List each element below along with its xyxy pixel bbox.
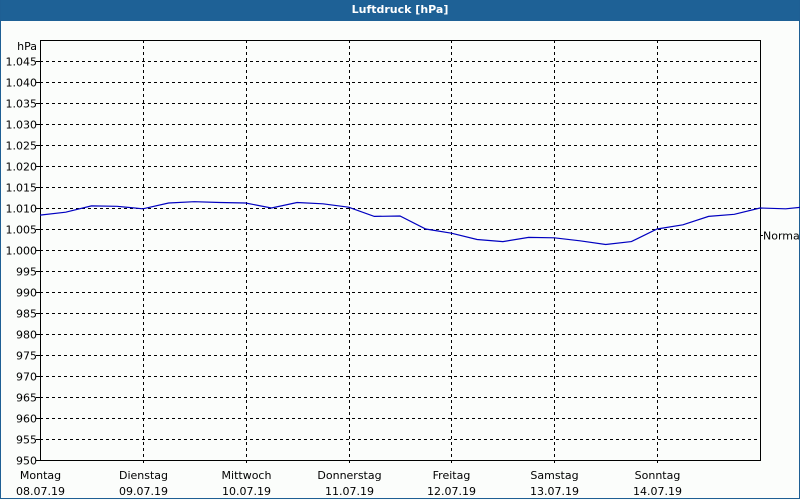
x-tick-day: Dienstag [119, 469, 168, 482]
x-tick-date: 14.07.19 [633, 485, 682, 498]
x-tick-day: Montag [20, 469, 61, 482]
y-tick-label: 1.025 [6, 140, 38, 153]
x-tick-date: 08.07.19 [16, 485, 65, 498]
y-tick-label: 960 [16, 413, 37, 426]
y-tick-label: 1.005 [6, 224, 38, 237]
y-tick-label: 980 [16, 329, 37, 342]
y-tick-label: 1.035 [6, 98, 38, 111]
y-tick-label: 975 [16, 350, 37, 363]
y-tick-label: 1.030 [6, 119, 38, 132]
y-tick-label: 970 [16, 371, 37, 384]
x-tick-day: Mittwoch [222, 469, 272, 482]
y-tick-label: 965 [16, 392, 37, 405]
y-tick-label: 1.000 [6, 245, 38, 258]
plot-area [40, 40, 761, 461]
x-tick-date: 12.07.19 [427, 485, 476, 498]
x-tick-day: Donnerstag [317, 469, 381, 482]
y-axis-unit: hPa [17, 40, 37, 53]
x-tick-day: Freitag [433, 469, 471, 482]
window-title: Luftdruck [hPa] [0, 0, 800, 21]
x-tick-day: Sonntag [635, 469, 681, 482]
y-tick-label: 950 [16, 455, 37, 468]
x-tick-day: Samstag [530, 469, 578, 482]
normal-reference-label: Normal [763, 229, 800, 242]
y-tick-label: 1.010 [6, 203, 38, 216]
y-tick-label: 1.040 [6, 77, 38, 90]
y-tick-label: 985 [16, 308, 37, 321]
x-tick-date: 13.07.19 [530, 485, 579, 498]
y-tick-label: 955 [16, 434, 37, 447]
x-tick-date: 11.07.19 [325, 485, 374, 498]
x-tick-date: 10.07.19 [222, 485, 271, 498]
y-tick-label: 990 [16, 287, 37, 300]
y-tick-label: 995 [16, 266, 37, 279]
y-tick-label: 1.020 [6, 161, 38, 174]
y-tick-label: 1.015 [6, 182, 38, 195]
x-tick-date: 09.07.19 [119, 485, 168, 498]
y-tick-label: 1.045 [6, 56, 38, 69]
pressure-line [39, 201, 800, 246]
